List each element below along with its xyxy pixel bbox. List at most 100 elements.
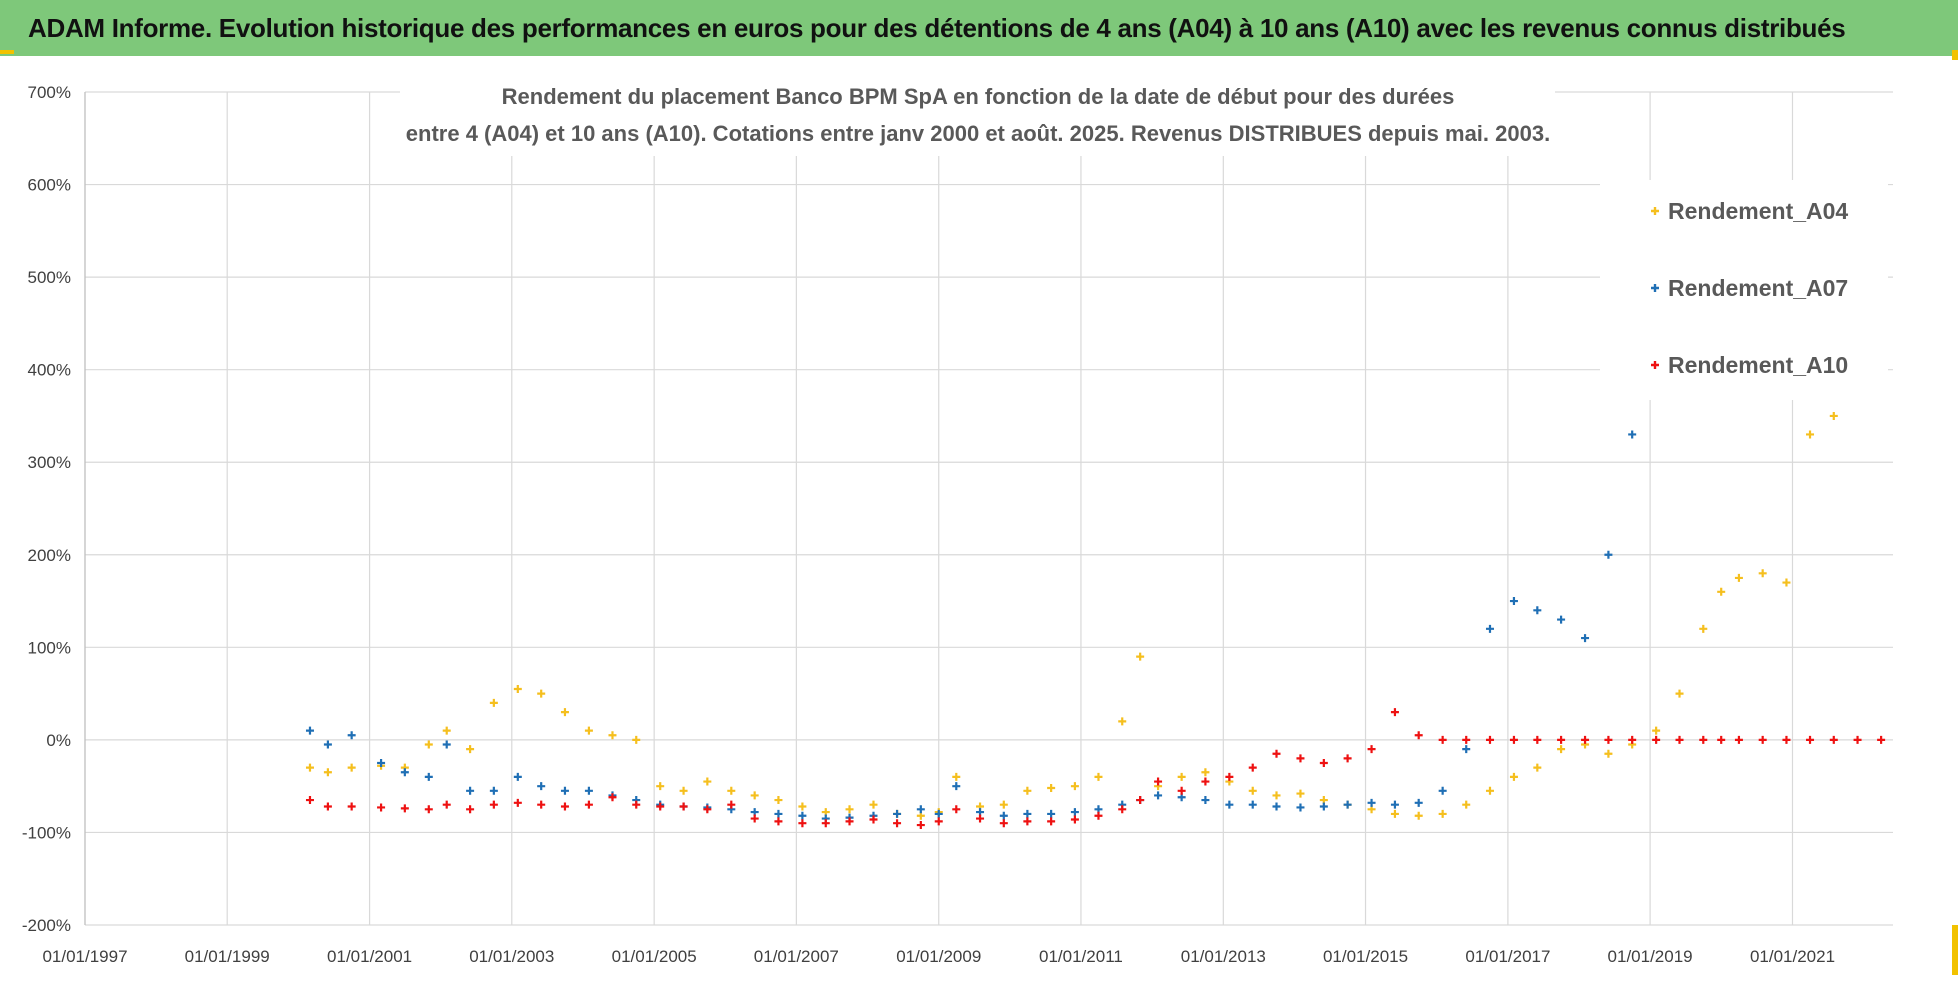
data-point	[703, 777, 712, 786]
x-tick-label: 01/01/2003	[469, 947, 554, 966]
x-tick-label: 01/01/2009	[896, 947, 981, 966]
data-point	[323, 740, 332, 749]
data-point	[821, 819, 830, 828]
data-point	[1070, 815, 1079, 824]
data-point	[347, 731, 356, 740]
data-point	[305, 796, 314, 805]
data-point	[1070, 808, 1079, 817]
data-point	[1533, 735, 1542, 744]
data-point	[489, 786, 498, 795]
data-point	[1699, 735, 1708, 744]
data-point	[774, 817, 783, 826]
data-point	[1675, 689, 1684, 698]
data-point	[489, 800, 498, 809]
data-point	[1462, 745, 1471, 754]
data-point	[1485, 735, 1494, 744]
data-point	[347, 802, 356, 811]
data-point	[466, 805, 475, 814]
data-point	[976, 814, 985, 823]
y-tick-label: 300%	[28, 453, 71, 472]
data-point	[305, 726, 314, 735]
data-point	[1094, 811, 1103, 820]
data-point	[1438, 809, 1447, 818]
data-point	[999, 800, 1008, 809]
chart-title: Rendement du placement Banco BPM SpA en …	[400, 72, 1555, 156]
data-point	[424, 805, 433, 814]
data-point	[1136, 652, 1145, 661]
data-point	[934, 817, 943, 826]
data-point	[1699, 624, 1708, 633]
data-point	[845, 805, 854, 814]
data-point	[750, 814, 759, 823]
data-point	[323, 802, 332, 811]
data-point	[934, 809, 943, 818]
x-tick-label: 01/01/2007	[754, 947, 839, 966]
data-point	[1201, 768, 1210, 777]
data-point	[560, 802, 569, 811]
series-Rendement_A07	[305, 430, 1637, 823]
data-point	[1118, 717, 1127, 726]
y-tick-label: 200%	[28, 546, 71, 565]
data-point	[952, 782, 961, 791]
data-point	[1782, 578, 1791, 587]
x-tick-label: 01/01/1999	[185, 947, 270, 966]
data-point	[1485, 624, 1494, 633]
data-point	[1154, 791, 1163, 800]
data-point	[442, 726, 451, 735]
data-point	[916, 821, 925, 830]
data-point	[1023, 809, 1032, 818]
data-point	[347, 763, 356, 772]
data-point	[1154, 777, 1163, 786]
data-point	[1581, 735, 1590, 744]
title-background	[400, 72, 1555, 156]
data-point	[513, 684, 522, 693]
x-tick-label: 01/01/1997	[42, 947, 127, 966]
data-point	[1717, 587, 1726, 596]
data-point	[1272, 791, 1281, 800]
data-point	[513, 798, 522, 807]
data-point	[845, 817, 854, 826]
data-point	[1023, 786, 1032, 795]
data-point	[1177, 772, 1186, 781]
data-point	[798, 811, 807, 820]
x-tick-label: 01/01/2005	[612, 947, 697, 966]
series-Rendement_A10	[305, 708, 1886, 830]
data-point	[1319, 759, 1328, 768]
chart-title-line: entre 4 (A04) et 10 ans (A10). Cotations…	[406, 121, 1550, 146]
data-point	[1070, 782, 1079, 791]
legend-label: Rendement_A07	[1668, 275, 1848, 301]
grid-lines	[84, 91, 1893, 926]
data-point	[1806, 735, 1815, 744]
x-tick-label: 01/01/2017	[1465, 947, 1550, 966]
data-point	[584, 800, 593, 809]
data-point	[656, 782, 665, 791]
data-point	[1734, 573, 1743, 582]
data-point	[305, 763, 314, 772]
legend-marker	[1651, 284, 1659, 292]
data-point	[632, 735, 641, 744]
data-point	[1390, 708, 1399, 717]
corner-mark-top-left	[0, 50, 14, 54]
data-point	[1533, 763, 1542, 772]
data-point	[1047, 817, 1056, 826]
data-point	[1462, 800, 1471, 809]
x-tick-label: 01/01/2015	[1323, 947, 1408, 966]
data-point	[1319, 802, 1328, 811]
data-point	[1225, 800, 1234, 809]
data-point	[1201, 796, 1210, 805]
data-point	[1343, 800, 1352, 809]
data-point	[999, 819, 1008, 828]
data-point	[1462, 735, 1471, 744]
data-point	[560, 708, 569, 717]
legend-background	[1600, 180, 1888, 400]
data-point	[466, 745, 475, 754]
data-point	[798, 802, 807, 811]
data-point	[1343, 754, 1352, 763]
x-tick-label: 01/01/2021	[1750, 947, 1835, 966]
data-point	[750, 791, 759, 800]
data-point	[1557, 735, 1566, 744]
data-point	[916, 805, 925, 814]
data-point	[1652, 735, 1661, 744]
data-point	[893, 809, 902, 818]
y-tick-label: -100%	[22, 823, 71, 842]
